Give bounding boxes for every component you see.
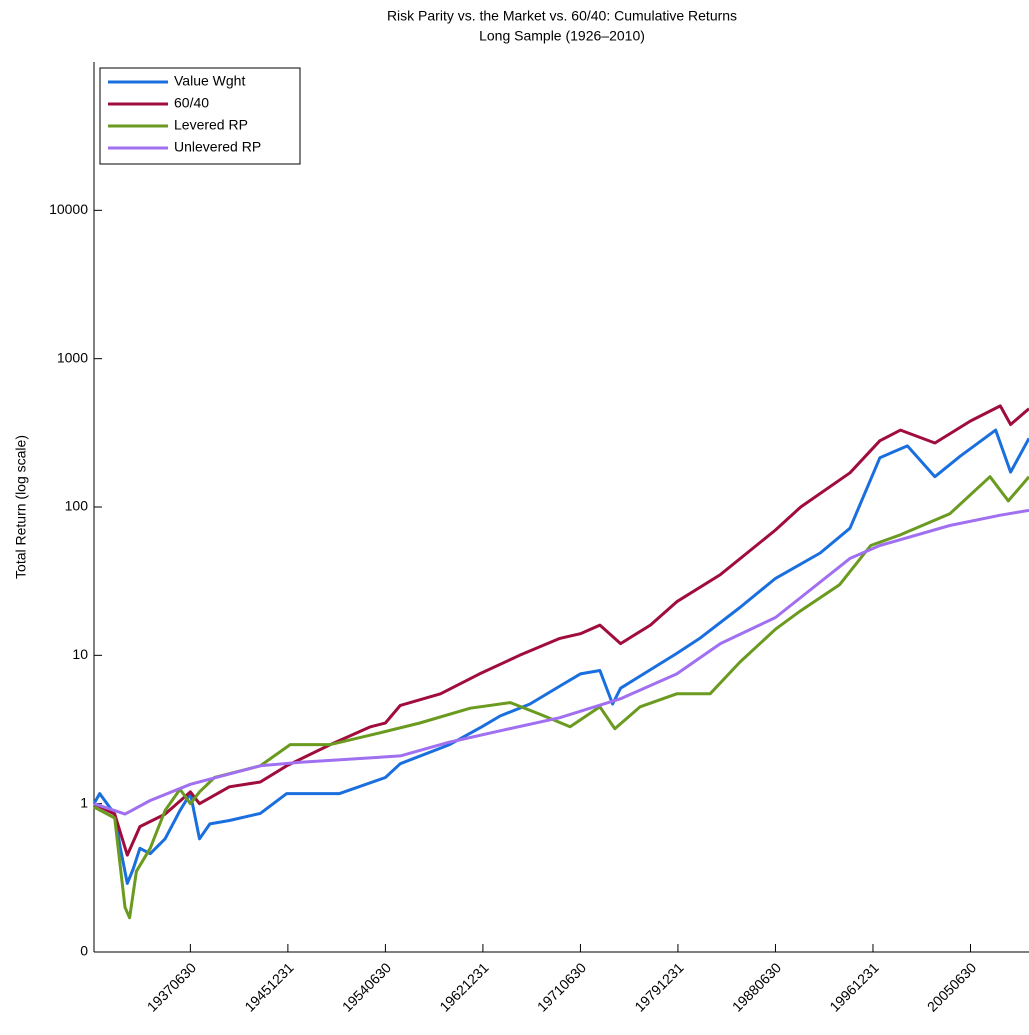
y-tick-label: 10	[72, 646, 88, 662]
x-tick-label: 19451231	[241, 959, 297, 1015]
series-line	[93, 404, 1029, 857]
x-tick-label: 19710630	[534, 959, 590, 1015]
series-line	[93, 475, 1029, 920]
x-tick-label: 19961231	[826, 959, 882, 1015]
series-line	[93, 508, 1029, 816]
x-tick-label: 20050630	[924, 959, 980, 1015]
x-tick-label: 19540630	[339, 959, 395, 1015]
y-axis-label: Total Return (log scale)	[13, 435, 29, 579]
x-tick-label: 19370630	[144, 959, 200, 1015]
y-tick-label: 100	[65, 498, 89, 514]
x-tick-label: 19791231	[631, 959, 687, 1015]
chart-subtitle: Long Sample (1926–2010)	[479, 28, 645, 44]
legend-label: Levered RP	[174, 117, 248, 133]
x-tick-label: 19621231	[436, 959, 492, 1015]
legend-label: Value Wght	[174, 73, 245, 89]
x-tick-label: 19880630	[729, 959, 785, 1015]
y-tick-label: 0	[80, 943, 88, 959]
legend-label: 60/40	[174, 95, 209, 111]
y-tick-label: 1000	[57, 349, 88, 365]
series-line	[92, 428, 1029, 885]
legend-label: Unlevered RP	[174, 139, 261, 155]
chart-title: Risk Parity vs. the Market vs. 60/40: Cu…	[387, 8, 737, 24]
y-tick-label: 10000	[49, 201, 88, 217]
y-tick-label: 1	[80, 794, 88, 810]
